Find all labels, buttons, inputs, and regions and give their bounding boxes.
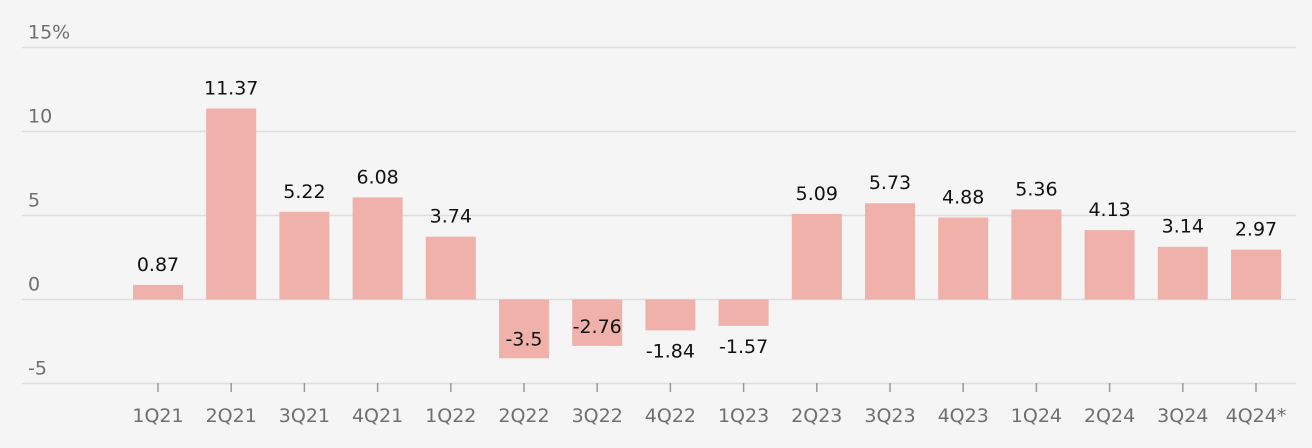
data-label: 4.88 <box>942 187 984 209</box>
data-label: -1.84 <box>646 340 695 362</box>
x-tick-label: 4Q21 <box>352 405 403 427</box>
bar-3q22 <box>572 299 623 346</box>
x-tick-label: 4Q23 <box>938 405 989 427</box>
x-tick-label: 3Q22 <box>572 405 623 427</box>
x-tick-label: 1Q21 <box>132 405 183 427</box>
data-label: 4.13 <box>1088 199 1130 221</box>
x-tick-label: 3Q23 <box>864 405 915 427</box>
bar-1q21 <box>133 284 183 300</box>
bar-3q23 <box>865 203 915 300</box>
x-tick-label: 1Q22 <box>425 405 476 427</box>
bar-2q24 <box>1084 230 1135 300</box>
bar-4q24 <box>1231 249 1281 300</box>
x-axis-ticks: 1Q21 2Q21 3Q21 4Q21 1Q22 2Q22 3Q22 4Q22 1Q23 2Q23… <box>132 383 1286 427</box>
data-label: 3.74 <box>430 206 472 228</box>
y-tick-label: 15% <box>28 22 70 44</box>
data-label: 6.08 <box>356 166 398 188</box>
data-label: 5.36 <box>1015 178 1057 200</box>
bar-1q23 <box>718 299 769 326</box>
bar-4q21 <box>352 197 403 300</box>
x-tick-label: 3Q21 <box>279 405 330 427</box>
x-tick-label: 4Q24* <box>1226 405 1287 427</box>
bar-4q23 <box>938 217 989 300</box>
data-label: -2.76 <box>573 316 622 338</box>
x-tick-label: 3Q24 <box>1157 405 1208 427</box>
data-label: 3.14 <box>1162 216 1204 238</box>
y-tick-label: -5 <box>28 358 47 380</box>
data-label: 11.37 <box>204 77 258 99</box>
data-label: 5.09 <box>796 183 838 205</box>
bar-2q22 <box>499 299 549 359</box>
bar-3q21 <box>279 211 330 300</box>
bars <box>133 108 1281 359</box>
x-tick-label: 2Q22 <box>498 405 549 427</box>
bar-3q24 <box>1157 246 1208 300</box>
bar-2q23 <box>791 213 842 300</box>
y-axis-ticks: -5 0 5 10 15% <box>28 22 70 380</box>
x-tick-label: 2Q21 <box>206 405 257 427</box>
x-tick-label: 1Q23 <box>718 405 769 427</box>
data-label: 5.22 <box>283 181 325 203</box>
x-tick-label: 1Q24 <box>1011 405 1062 427</box>
x-tick-label: 2Q23 <box>791 405 842 427</box>
y-tick-label: 10 <box>28 106 52 128</box>
bar-4q22 <box>645 299 696 331</box>
data-label: 0.87 <box>137 254 179 276</box>
x-tick-label: 4Q22 <box>645 405 696 427</box>
y-tick-label: 5 <box>28 190 40 212</box>
y-tick-label: 0 <box>28 274 40 296</box>
data-label: 5.73 <box>869 172 911 194</box>
data-label: -1.57 <box>719 336 768 358</box>
bar-1q24 <box>1011 209 1062 300</box>
data-label: -3.5 <box>505 328 542 350</box>
bar-1q22 <box>425 236 476 300</box>
data-label: 2.97 <box>1235 219 1277 241</box>
bar-2q21 <box>206 108 257 300</box>
data-labels: 0.87 11.37 5.22 6.08 3.74 -3.5 -2.76 -1.84 -1.57… <box>137 77 1277 362</box>
x-tick-label: 2Q24 <box>1084 405 1135 427</box>
